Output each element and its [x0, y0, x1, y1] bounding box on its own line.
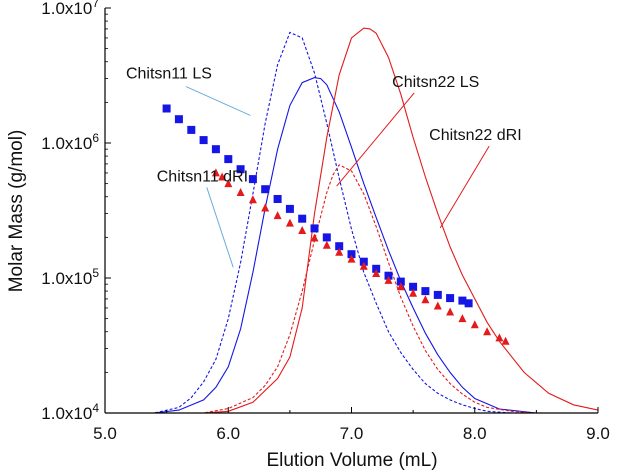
y-axis-title: Molar Mass (g/mol) — [6, 130, 27, 293]
data-point — [236, 188, 245, 196]
x-tick-label: 6.0 — [216, 424, 240, 443]
data-point — [384, 275, 393, 284]
chitsn22-ls-line — [105, 164, 537, 414]
chitsn22-dri-label: Chitsn22 dRI — [429, 127, 521, 144]
x-tick-label: 9.0 — [586, 424, 610, 443]
chitsn11-dri-line — [105, 77, 537, 414]
annotation-layer: Chitsn11 LS Chitsn11 dRI Chitsn22 LS Chitsn… — [126, 66, 522, 268]
data-point — [224, 155, 233, 164]
data-point — [359, 257, 368, 266]
data-point — [335, 242, 344, 251]
data-point — [211, 168, 220, 177]
y-tick-exponent: 6 — [92, 131, 99, 145]
data-point — [347, 250, 356, 259]
data-point — [187, 125, 196, 134]
data-point — [433, 301, 442, 310]
y-tick-label: 1.0x107 — [41, 0, 99, 18]
y-tick-exponent: 7 — [92, 0, 99, 10]
data-point — [174, 115, 183, 124]
data-point — [199, 136, 208, 145]
data-point — [470, 320, 479, 329]
chitsn11-ls-line — [105, 31, 512, 414]
y-tick-label: 1.0x104 — [41, 401, 99, 423]
axis-layer: 5.0 6.0 7.0 8.0 9.01.0x1041.0x1051.0x1061.0x… — [41, 0, 610, 443]
data-point — [248, 195, 257, 204]
data-point — [224, 179, 233, 188]
data-point — [273, 211, 282, 220]
data-point — [433, 290, 442, 299]
data-point — [162, 104, 171, 113]
data-point — [446, 294, 455, 303]
y-tick-exponent: 5 — [92, 266, 99, 280]
series-layer — [105, 27, 599, 414]
data-point — [298, 226, 307, 234]
data-point — [495, 333, 504, 342]
y-tick-mantissa: 1.0x10 — [41, 134, 92, 153]
data-point — [359, 261, 368, 270]
data-point — [372, 264, 381, 273]
data-point — [409, 288, 418, 297]
data-point — [322, 233, 331, 242]
chitsn11-ls-label: Chitsn11 LS — [126, 66, 212, 83]
data-point — [421, 287, 430, 296]
data-point — [384, 271, 393, 280]
data-point — [458, 314, 467, 323]
data-point — [409, 282, 418, 291]
x-axis-title: Elution Volume (mL) — [266, 450, 437, 471]
chitsn22-dri-callout-line — [439, 145, 490, 229]
y-tick-mantissa: 1.0x10 — [41, 404, 92, 423]
data-point — [396, 277, 405, 286]
chitsn11-molar-mass-points — [162, 104, 473, 308]
data-point — [273, 195, 282, 203]
data-point — [285, 218, 294, 227]
chitsn11-dri-label: Chitsn11 dRI — [157, 168, 248, 185]
data-point — [261, 203, 270, 212]
y-tick-exponent: 4 — [92, 401, 99, 415]
data-point — [298, 214, 307, 223]
data-point — [347, 254, 356, 263]
data-point — [446, 307, 455, 316]
data-point — [211, 145, 220, 154]
data-point — [421, 295, 430, 304]
data-point — [248, 175, 257, 184]
data-point — [501, 336, 510, 345]
data-point — [372, 269, 381, 277]
y-tick-label: 1.0x106 — [41, 131, 99, 153]
data-point — [483, 327, 492, 336]
data-point — [285, 204, 294, 213]
chitsn11-dri-callout-line — [206, 187, 234, 268]
x-tick-label: 8.0 — [463, 424, 487, 443]
data-point — [335, 247, 344, 256]
data-point — [464, 299, 473, 308]
chitsn22-ls-callout-line — [336, 92, 415, 187]
data-point — [261, 185, 270, 194]
data-point — [310, 224, 319, 233]
x-tick-label: 5.0 — [93, 424, 117, 443]
data-point — [322, 240, 331, 249]
y-tick-label: 1.0x105 — [41, 266, 99, 288]
chitsn11-ls-callout-line — [185, 86, 251, 116]
x-tick-label: 7.0 — [340, 424, 364, 443]
data-point — [218, 172, 227, 181]
y-tick-mantissa: 1.0x10 — [41, 269, 92, 288]
chitsn22-ls-label: Chitsn22 LS — [392, 74, 479, 91]
chitsn22-dri-line — [105, 27, 599, 414]
chitsn22-molar-mass-points — [211, 168, 510, 345]
data-point — [458, 296, 467, 305]
data-point — [236, 165, 245, 174]
data-point — [310, 233, 319, 242]
y-tick-mantissa: 1.0x10 — [41, 0, 92, 18]
data-point — [396, 282, 405, 291]
